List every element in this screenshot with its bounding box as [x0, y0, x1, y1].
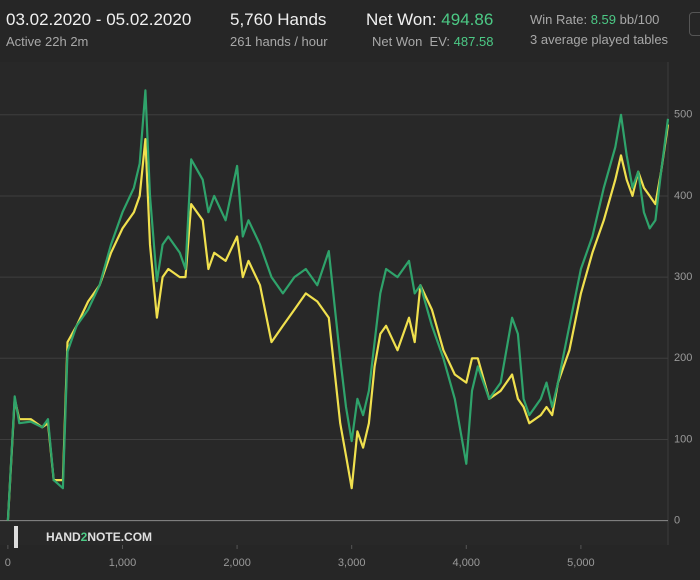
- tables: 3 average played tables: [530, 32, 669, 47]
- net-won-label: Net Won:: [366, 10, 437, 29]
- watermark-part: 2: [80, 530, 88, 544]
- series-line: [6, 89, 670, 521]
- x-tick-label: 5,000: [567, 557, 595, 569]
- watermark-part: NOTE.COM: [87, 530, 153, 544]
- date-range: 03.02.2020 - 05.02.2020: [6, 10, 192, 29]
- y-tick-label: 400: [674, 190, 692, 202]
- y-tick-label: 100: [674, 433, 692, 445]
- net-won-ev-label: Net Won EV:: [372, 34, 451, 49]
- x-tick-label: 3,000: [338, 557, 366, 569]
- hands-per-hour: 261 hands / hour: [230, 34, 328, 49]
- logo-icon: [14, 526, 36, 548]
- net-won-value: 494.86: [441, 10, 494, 29]
- win-rate-value: 8.59: [590, 12, 617, 27]
- series-line: [6, 124, 670, 521]
- x-tick-label: 0: [5, 557, 11, 569]
- active-time: Active 22h 2m: [6, 34, 89, 49]
- watermark: HAND2NOTE.COM: [46, 530, 152, 544]
- y-tick-label: 0: [674, 515, 680, 527]
- y-tick-label: 300: [674, 271, 692, 283]
- watermark-part: HAND: [46, 530, 81, 544]
- win-rate: Win Rate: 8.59 bb/100: [530, 12, 659, 27]
- x-tick-label: 2,000: [223, 557, 251, 569]
- y-tick-label: 200: [674, 352, 692, 364]
- y-tick-label: 500: [674, 109, 692, 121]
- x-tick-label: 4,000: [453, 557, 481, 569]
- win-rate-unit: bb/100: [619, 12, 660, 27]
- settings-button[interactable]: [689, 12, 700, 36]
- x-tick-label: 1,000: [109, 557, 137, 569]
- hands: 5,760 Hands: [230, 10, 327, 29]
- win-rate-label: Win Rate:: [530, 12, 588, 27]
- net-won: Net Won: 494.86: [366, 10, 493, 30]
- net-won-ev-value: 487.58: [453, 34, 494, 49]
- net-won-ev: Net Won EV: 487.58: [372, 34, 493, 49]
